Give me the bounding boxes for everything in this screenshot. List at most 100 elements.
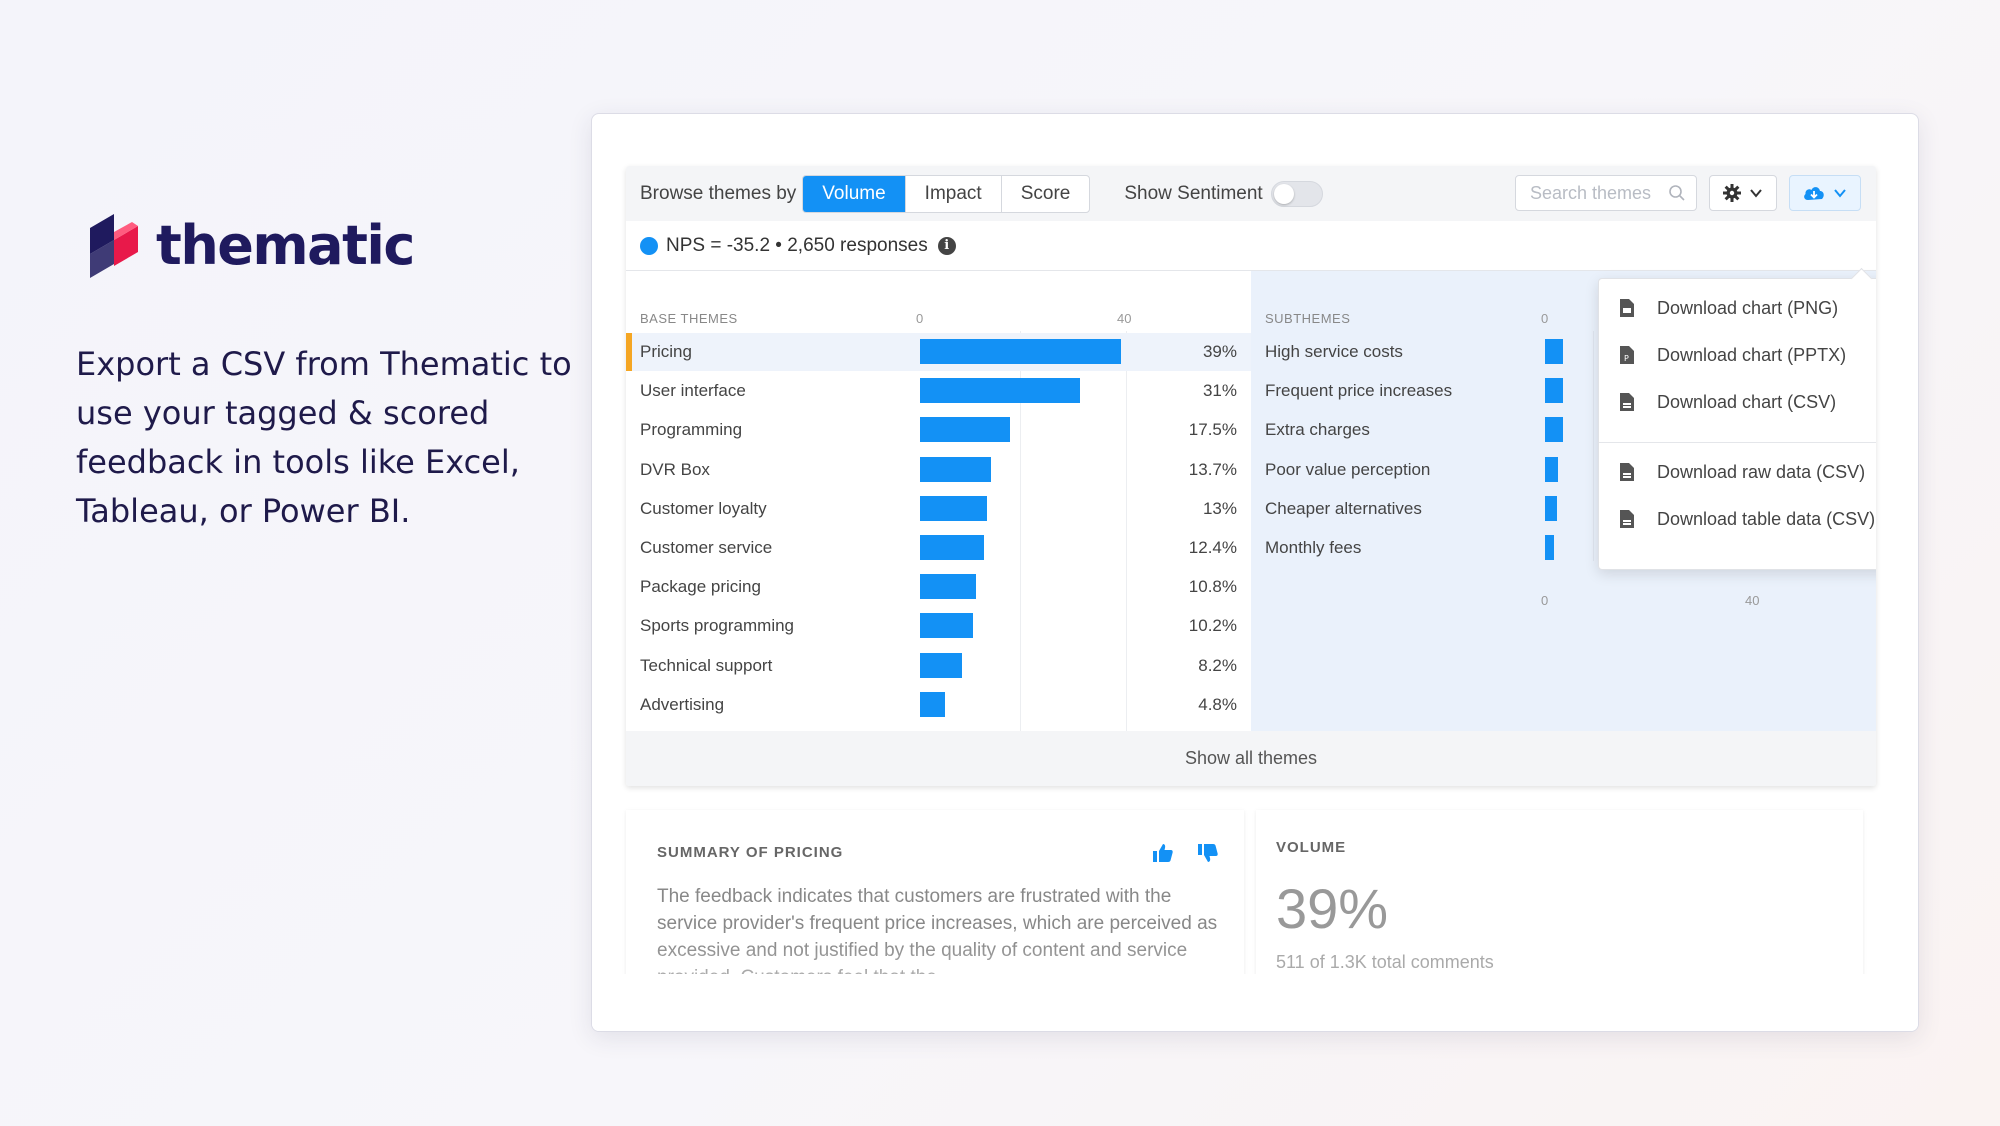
theme-label: Customer loyalty	[640, 498, 767, 518]
theme-bar	[920, 691, 945, 717]
base-themes-header: BASE THEMES	[640, 311, 738, 326]
file-csv-icon	[1620, 463, 1634, 481]
base-theme-row[interactable]: Customer service 12.4%	[626, 529, 1251, 567]
chevron-down-icon	[1750, 189, 1762, 198]
download-chart-pptx[interactable]: P Download chart (PPTX)	[1599, 332, 1876, 378]
subthemes-header: SUBTHEMES	[1265, 311, 1351, 326]
volume-title: VOLUME	[1276, 839, 1347, 856]
theme-value: 10.2%	[1188, 616, 1237, 636]
base-theme-row[interactable]: DVR Box 13.7%	[626, 451, 1251, 489]
base-theme-row[interactable]: Package pricing 10.8%	[626, 568, 1251, 606]
subtheme-row[interactable]: Poor value perception	[1251, 451, 1876, 489]
nps-indicator	[640, 236, 658, 255]
subtheme-row[interactable]: Frequent price increases	[1251, 372, 1876, 410]
tab-score[interactable]: Score	[1000, 175, 1090, 212]
theme-label: Pricing	[640, 342, 692, 361]
subtheme-bar	[1545, 417, 1564, 443]
tab-impact[interactable]: Impact	[904, 175, 1001, 212]
search-icon	[1669, 185, 1685, 201]
menu-item-label: Download chart (PNG)	[1657, 297, 1839, 318]
download-table-data-csv[interactable]: Download table data (CSV)	[1599, 496, 1876, 542]
theme-bar	[920, 339, 1121, 364]
theme-bar	[920, 613, 973, 639]
svg-text:P: P	[1624, 354, 1629, 363]
download-chart-csv[interactable]: Download chart (CSV)	[1599, 379, 1876, 425]
theme-value: 12.4%	[1188, 538, 1237, 557]
thumbs-down-icon[interactable]	[1197, 842, 1219, 864]
tab-volume[interactable]: Volume	[803, 175, 905, 212]
search-box	[1515, 175, 1697, 211]
download-button[interactable]	[1789, 175, 1861, 211]
theme-value: 17.5%	[1188, 420, 1237, 440]
file-csv-icon	[1620, 393, 1634, 411]
theme-value: 39%	[1202, 342, 1237, 361]
theme-label: Programming	[640, 420, 743, 440]
tagline: Export a CSV from Thematic to use your t…	[76, 345, 572, 530]
file-image-icon	[1620, 299, 1634, 317]
browse-label: Browse themes by	[640, 182, 797, 204]
toolbar: Browse themes by Volume Impact Score Sho…	[626, 166, 1876, 221]
base-theme-row[interactable]: Advertising 4.8%	[626, 686, 1251, 724]
base-tick-40: 40	[1117, 311, 1132, 326]
theme-value: 10.8%	[1188, 577, 1237, 597]
theme-label: Customer service	[640, 538, 773, 557]
menu-item-label: Download chart (PPTX)	[1657, 344, 1847, 365]
theme-bar	[920, 495, 987, 521]
theme-value: 13.7%	[1188, 459, 1237, 479]
subtheme-label: Monthly fees	[1265, 538, 1362, 557]
theme-bar	[920, 535, 984, 560]
sub-tick-0: 0	[1541, 311, 1549, 326]
theme-bar	[920, 378, 1080, 404]
gridline	[1020, 331, 1021, 731]
thumbs-up-icon[interactable]	[1152, 842, 1174, 864]
subtheme-bar	[1545, 456, 1558, 482]
summary-title: SUMMARY OF PRICING	[657, 844, 844, 861]
base-theme-row[interactable]: User interface 31%	[626, 372, 1251, 410]
theme-bar	[920, 652, 963, 678]
base-tick-0: 0	[916, 311, 924, 326]
card-bottom	[592, 974, 1918, 1031]
app-window: Browse themes by Volume Impact Score Sho…	[591, 113, 1919, 1032]
base-theme-row[interactable]: Customer loyalty 13%	[626, 490, 1251, 528]
browse-tabs: Volume Impact Score	[802, 174, 1091, 213]
volume-value: 39%	[1276, 877, 1389, 940]
base-theme-row[interactable]: Pricing 39%	[626, 333, 1251, 371]
theme-label: DVR Box	[640, 459, 710, 479]
thematic-logo-icon	[90, 214, 138, 278]
theme-bar	[920, 574, 976, 600]
theme-label: Package pricing	[640, 577, 761, 597]
theme-label: Sports programming	[640, 616, 795, 636]
sentiment-toggle[interactable]	[1270, 180, 1323, 207]
base-theme-row[interactable]: Sports programming 10.2%	[626, 607, 1251, 645]
brand-name: thematic	[156, 213, 415, 277]
nps-summary: NPS = -35.2 • 2,650 responses i	[626, 221, 1876, 271]
settings-button[interactable]	[1709, 175, 1777, 211]
subtheme-bar	[1545, 378, 1564, 404]
sub-tick-0-bottom: 0	[1541, 593, 1549, 608]
gear-icon	[1723, 184, 1741, 202]
subtheme-bar	[1545, 535, 1555, 560]
search-input[interactable]	[1530, 182, 1670, 204]
volume-subtext: 511 of 1.3K total comments	[1276, 952, 1494, 972]
gridline	[1593, 331, 1594, 561]
theme-value: 13%	[1202, 498, 1237, 518]
show-all-themes-button[interactable]: Show all themes	[626, 731, 1876, 786]
base-theme-row[interactable]: Programming 17.5%	[626, 411, 1251, 449]
base-theme-row[interactable]: Technical support 8.2%	[626, 647, 1251, 685]
theme-value: 31%	[1202, 381, 1237, 401]
themes-panel: Browse themes by Volume Impact Score Sho…	[626, 166, 1876, 786]
cloud-download-icon	[1804, 187, 1824, 200]
subtheme-label: Cheaper alternatives	[1265, 498, 1422, 518]
nps-text: NPS = -35.2 • 2,650 responses	[666, 234, 928, 256]
theme-bar	[920, 456, 991, 482]
subtheme-row[interactable]: Extra charges	[1251, 411, 1876, 449]
subtheme-bar	[1545, 495, 1557, 521]
info-icon[interactable]: i	[937, 236, 956, 255]
theme-value: 8.2%	[1198, 655, 1237, 675]
file-csv-icon	[1620, 510, 1634, 528]
download-raw-data-csv[interactable]: Download raw data (CSV)	[1599, 449, 1876, 495]
subtheme-row[interactable]: High service costs	[1251, 333, 1876, 371]
download-chart-png[interactable]: Download chart (PNG)	[1599, 285, 1876, 331]
theme-bar	[920, 417, 1011, 443]
menu-item-label: Download chart (CSV)	[1657, 391, 1837, 412]
